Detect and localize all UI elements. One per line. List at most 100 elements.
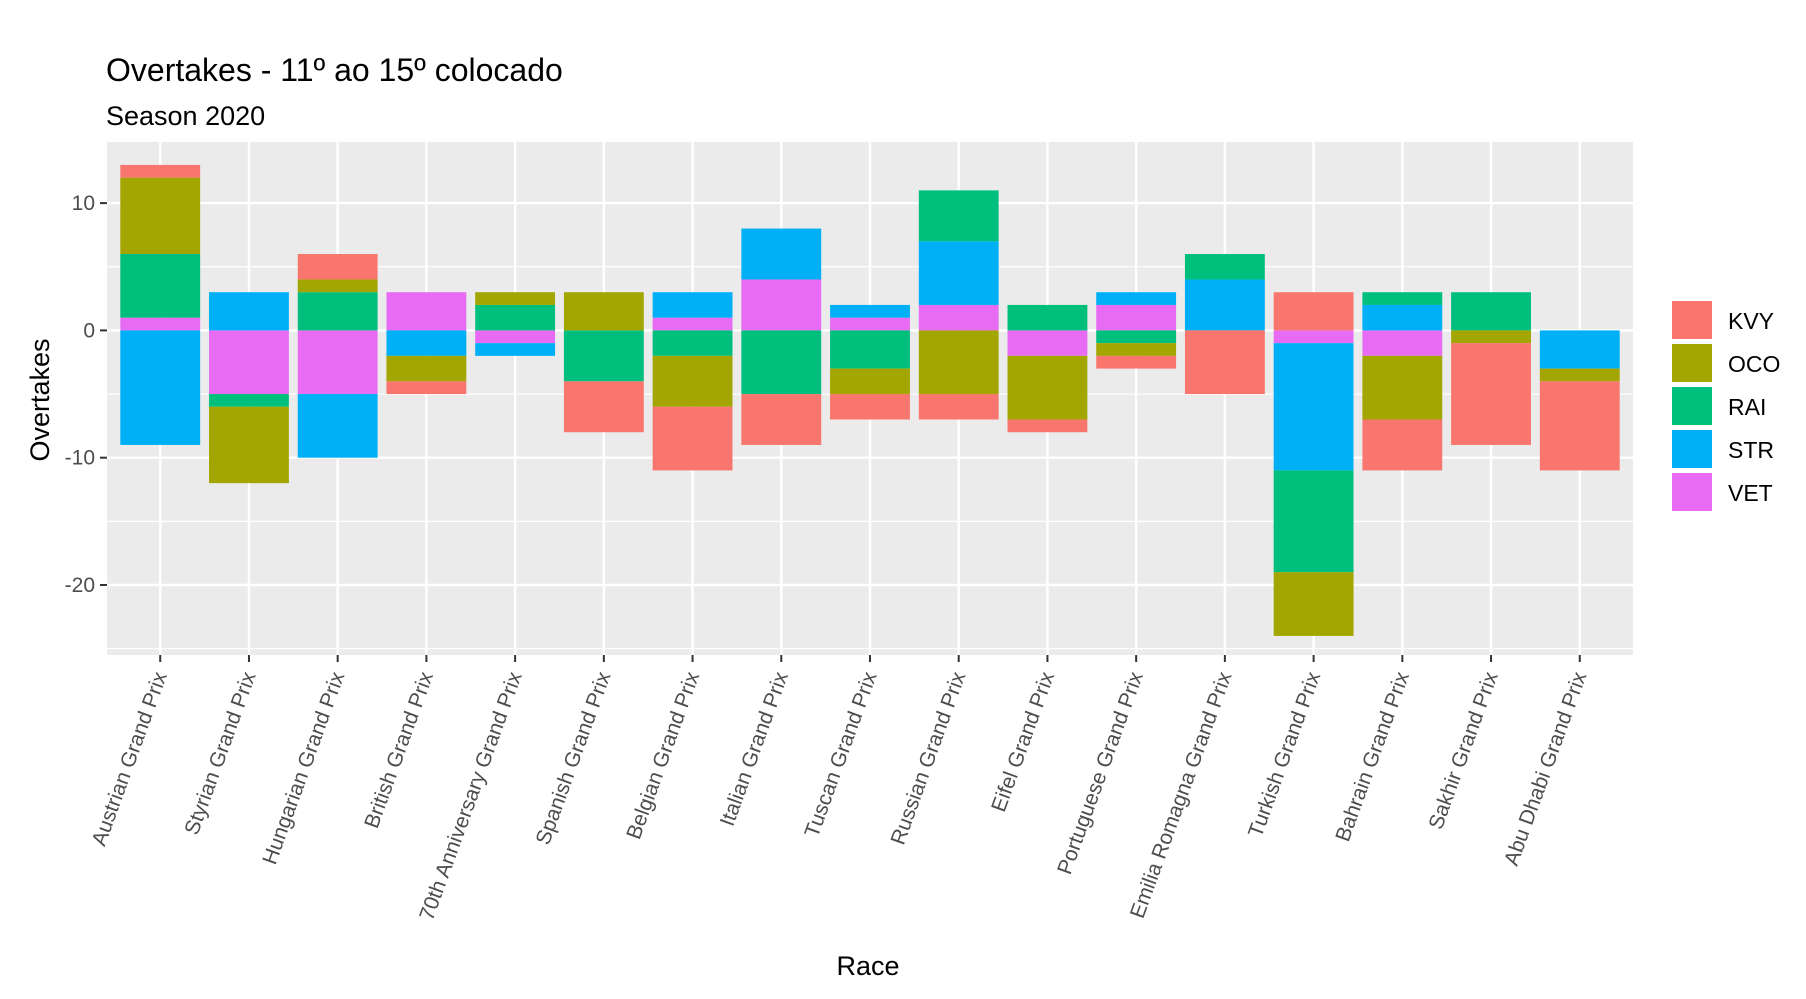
bar-kvy xyxy=(1184,330,1265,395)
bar-str xyxy=(1273,343,1354,471)
bar-str xyxy=(918,241,999,305)
bar-vet xyxy=(297,330,378,395)
y-tick-label: -20 xyxy=(65,574,95,597)
chart-subtitle: Season 2020 xyxy=(106,101,265,131)
legend-key-kvy xyxy=(1672,301,1712,339)
bar-oco xyxy=(1362,355,1443,420)
bar-oco xyxy=(1007,355,1088,420)
x-tick-label: Portuguese Grand Prix xyxy=(1053,668,1148,877)
bar-oco xyxy=(209,406,289,484)
bar-vet xyxy=(209,330,289,395)
bar-kvy xyxy=(1362,419,1443,471)
bar-str xyxy=(1096,292,1177,305)
bar-kvy xyxy=(1539,381,1620,471)
x-tick-label: Tuscan Grand Prix xyxy=(800,668,881,840)
x-tick-label: Austrian Grand Prix xyxy=(88,668,172,849)
legend-key-str xyxy=(1672,430,1712,468)
bar-str xyxy=(297,394,378,458)
legend-label-str: STR xyxy=(1728,437,1774,463)
bar-str xyxy=(1184,279,1265,331)
bar-oco xyxy=(652,355,733,407)
x-tick-label: Eifel Grand Prix xyxy=(987,668,1059,815)
legend-label-rai: RAI xyxy=(1728,394,1766,420)
legend-label-vet: VET xyxy=(1728,480,1773,506)
bar-oco xyxy=(1096,343,1177,356)
bar-oco xyxy=(830,368,910,395)
x-tick-label: Turkish Grand Prix xyxy=(1244,668,1325,840)
bar-rai xyxy=(209,394,289,407)
bar-oco xyxy=(297,279,378,293)
x-tick-label: Bahrain Grand Prix xyxy=(1331,668,1414,844)
x-tick-label: Abu Dhabi Grand Prix xyxy=(1500,668,1592,868)
x-tick-label: 70th Anniversary Grand Prix xyxy=(415,668,527,923)
bar-rai xyxy=(741,330,822,395)
bar-kvy xyxy=(918,394,999,420)
bar-oco xyxy=(120,177,201,255)
bar-str xyxy=(120,330,201,445)
bar-rai xyxy=(918,190,999,242)
x-tick-label: Russian Grand Prix xyxy=(887,668,971,847)
bar-rai xyxy=(1362,292,1443,305)
bar-vet xyxy=(120,317,201,331)
bar-rai xyxy=(1007,304,1088,331)
bar-vet xyxy=(652,317,733,331)
bar-oco xyxy=(918,330,999,395)
bar-vet xyxy=(475,330,556,344)
bar-rai xyxy=(652,330,733,356)
bar-vet xyxy=(741,279,822,331)
bar-kvy xyxy=(1096,355,1177,369)
bar-kvy xyxy=(652,406,733,471)
bar-vet xyxy=(918,304,999,331)
x-tick-label: Spanish Grand Prix xyxy=(532,668,616,847)
x-tick-label: British Grand Prix xyxy=(360,668,438,831)
legend-key-oco xyxy=(1672,344,1712,382)
x-tick-label: Hungarian Grand Prix xyxy=(258,668,349,867)
bar-rai xyxy=(297,292,378,331)
bar-rai xyxy=(830,330,910,369)
legend-key-vet xyxy=(1672,473,1712,511)
bar-rai xyxy=(1273,470,1354,573)
bar-rai xyxy=(563,330,644,382)
x-tick-label: Sakhir Grand Prix xyxy=(1424,668,1502,832)
bar-oco xyxy=(1539,368,1620,382)
y-tick-label: 0 xyxy=(83,319,95,342)
bar-kvy xyxy=(386,381,467,395)
bar-rai xyxy=(1096,330,1177,344)
bar-str xyxy=(209,292,289,331)
bar-vet xyxy=(830,317,910,331)
legend: KVY OCO RAI STR VET xyxy=(1672,301,1780,511)
bar-rai xyxy=(1451,292,1531,331)
x-tick-label: Italian Grand Prix xyxy=(716,668,793,829)
bar-str xyxy=(741,228,822,280)
bars-layer xyxy=(120,164,1620,636)
x-axis-title: Race xyxy=(836,951,899,981)
bar-str xyxy=(652,292,733,318)
bar-kvy xyxy=(120,164,201,178)
bar-kvy xyxy=(1451,343,1531,445)
bar-kvy xyxy=(741,394,822,445)
x-tick-label: Belgian Grand Prix xyxy=(622,668,704,842)
bar-str xyxy=(1362,304,1443,331)
bar-kvy xyxy=(297,254,378,280)
bar-kvy xyxy=(563,381,644,433)
y-tick-label: 10 xyxy=(72,192,95,215)
x-axis: Austrian Grand Prix Styrian Grand PrixHun… xyxy=(88,655,1592,923)
bar-vet xyxy=(1273,330,1354,344)
bar-oco xyxy=(386,355,467,382)
y-axis-title: Overtakes xyxy=(25,338,55,461)
bar-vet xyxy=(1007,330,1088,356)
y-axis: 10 0 -10 -20 xyxy=(65,192,107,597)
x-tick-label: Styrian Grand Prix xyxy=(180,668,260,838)
bar-vet xyxy=(1096,304,1177,331)
bar-oco xyxy=(475,292,556,305)
y-tick-label: -10 xyxy=(65,447,95,470)
bar-rai xyxy=(1184,254,1265,280)
bar-rai xyxy=(475,304,556,331)
bar-oco xyxy=(563,292,644,331)
bar-str xyxy=(830,304,910,318)
x-tick-label: Emilia Romagna Grand Prix xyxy=(1126,668,1237,921)
legend-label-oco: OCO xyxy=(1728,351,1780,377)
bar-oco xyxy=(1451,330,1531,344)
bar-str xyxy=(1539,330,1620,369)
